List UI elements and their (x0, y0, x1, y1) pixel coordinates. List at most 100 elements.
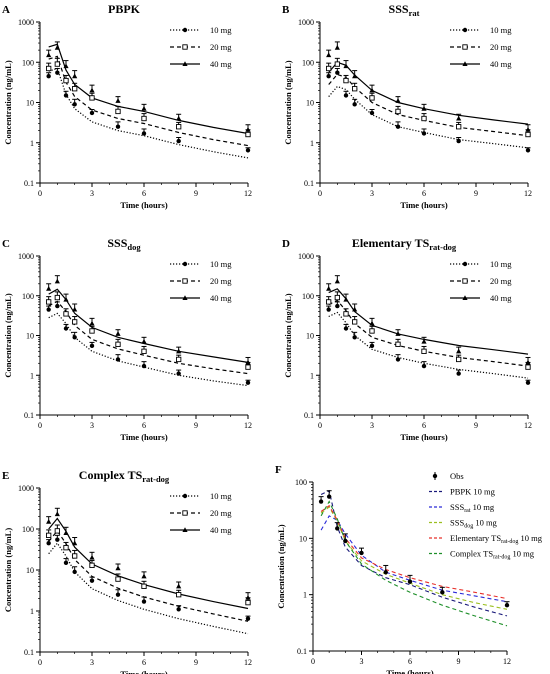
obs-point-circle (456, 371, 460, 375)
legend-label-subscript: dog (464, 524, 473, 530)
y-axis-label: Concentration (ng/mL) (3, 528, 13, 612)
obs-point-circle (46, 74, 50, 78)
legend-label: 10 mg (210, 25, 232, 35)
obs-point-circle (396, 357, 400, 361)
x-tick-label: 0 (318, 421, 322, 430)
legend-label: 20 mg (490, 42, 512, 52)
obs-point-circle (72, 335, 76, 339)
y-axis-label: Concentration (ng/mL) (283, 60, 293, 144)
y-tick-label: 100 (22, 292, 34, 301)
x-tick-label: 9 (474, 421, 478, 430)
obs-point-circle (352, 102, 356, 106)
chart-panel-f: 0.11101000 3 6 9 12Time (hours)Concentration… (275, 464, 543, 674)
legend-marker-circle (183, 494, 187, 498)
y-tick-label: 1 (310, 371, 314, 380)
obs-point-triangle (115, 566, 120, 571)
obs-point-triangle (456, 349, 461, 354)
legend-label: 20 mg (210, 508, 232, 518)
obs-point-square (64, 78, 68, 82)
x-tick-label: 12 (503, 657, 511, 666)
obs-point-circle (116, 592, 120, 596)
x-axis-label: Time (hours) (120, 432, 167, 442)
obs-point-circle (90, 111, 94, 115)
obs-point-square (176, 592, 180, 596)
obs-point-triangle (89, 555, 94, 560)
y-tick-label: 1000 (298, 252, 314, 261)
obs-point-triangle (89, 321, 94, 326)
legend-label: PBPK 10 mg (450, 487, 496, 497)
obs-point-triangle (115, 331, 120, 336)
sim-curve-20-mg (49, 56, 248, 145)
x-tick-label: 3 (370, 189, 374, 198)
legend-label: 40 mg (210, 293, 232, 303)
obs-point-square (176, 357, 180, 361)
obs-point-square (46, 300, 50, 304)
x-axis-label: Time (hours) (400, 200, 447, 210)
obs-point-circle (246, 616, 250, 620)
obs-point-circle (64, 326, 68, 330)
x-tick-label: 9 (194, 189, 198, 198)
x-tick-label: 0 (38, 189, 42, 198)
obs-point-triangle (46, 519, 51, 524)
obs-point-triangle (369, 321, 374, 326)
y-axis-label: Concentration (ng/mL) (283, 293, 293, 377)
obs-point-square (246, 365, 250, 369)
y-tick-label: 10 (26, 99, 34, 108)
panel-title-main: PBPK (108, 2, 141, 16)
obs-point-square (422, 349, 426, 353)
panel-title-subscript: rat-dog (142, 474, 170, 484)
obs-point-circle (335, 71, 339, 75)
obs-point-square (55, 529, 59, 533)
y-axis-label: Concentration (ng/mL) (3, 293, 13, 377)
obs-point-square (46, 533, 50, 537)
x-tick-label: 3 (90, 189, 94, 198)
sim-curve-10-mg (49, 69, 248, 158)
legend-label: 10 mg (210, 491, 232, 501)
legend-label: 10 mg (490, 25, 512, 35)
x-tick-label: 12 (244, 189, 252, 198)
obs-point-circle (440, 590, 444, 594)
x-tick-label: 12 (244, 421, 252, 430)
obs-point-square (116, 342, 120, 346)
obs-point-circle (344, 93, 348, 97)
panel-letter: F (275, 464, 282, 476)
obs-point-square (526, 365, 530, 369)
obs-point-triangle (326, 286, 331, 291)
legend-label-tail: 10 mg (471, 502, 495, 512)
y-tick-label: 1000 (18, 484, 34, 493)
legend-marker-square (183, 511, 187, 515)
sim-curve-10-mg (49, 543, 248, 634)
obs-point-triangle (55, 45, 60, 50)
legend-label: SSSrat 10 mg (450, 502, 495, 514)
obs-point-square (344, 78, 348, 82)
obs-point-circle (246, 148, 250, 152)
x-tick-label: 9 (474, 189, 478, 198)
sim-curve-40-mg (329, 62, 528, 124)
obs-point-triangle (46, 286, 51, 291)
y-tick-label: 0.1 (24, 179, 34, 188)
legend-marker-circle (463, 262, 467, 266)
x-tick-label: 6 (142, 658, 146, 667)
obs-point-square (142, 116, 146, 120)
sim-curve-20-mg (49, 301, 248, 373)
obs-point-square (116, 577, 120, 581)
x-tick-label: 6 (422, 189, 426, 198)
legend-label: 40 mg (210, 525, 232, 535)
obs-point-circle (422, 364, 426, 368)
y-tick-label: 10 (306, 99, 314, 108)
obs-point-circle (319, 499, 323, 503)
legend-label: 20 mg (210, 42, 232, 52)
obs-point-square (246, 132, 250, 136)
y-tick-label: 1 (30, 139, 34, 148)
x-tick-label: 12 (524, 421, 532, 430)
legend-label: 40 mg (490, 59, 512, 69)
obs-point-circle (246, 380, 250, 384)
obs-point-square (352, 87, 356, 91)
obs-point-circle (64, 561, 68, 565)
sim-curve-20-mg (49, 531, 248, 621)
obs-point-square (456, 125, 460, 129)
panel-title-main: Complex TS (79, 468, 143, 482)
obs-point-circle (344, 326, 348, 330)
panel-title: Elementary TSrat-dog (352, 236, 457, 252)
